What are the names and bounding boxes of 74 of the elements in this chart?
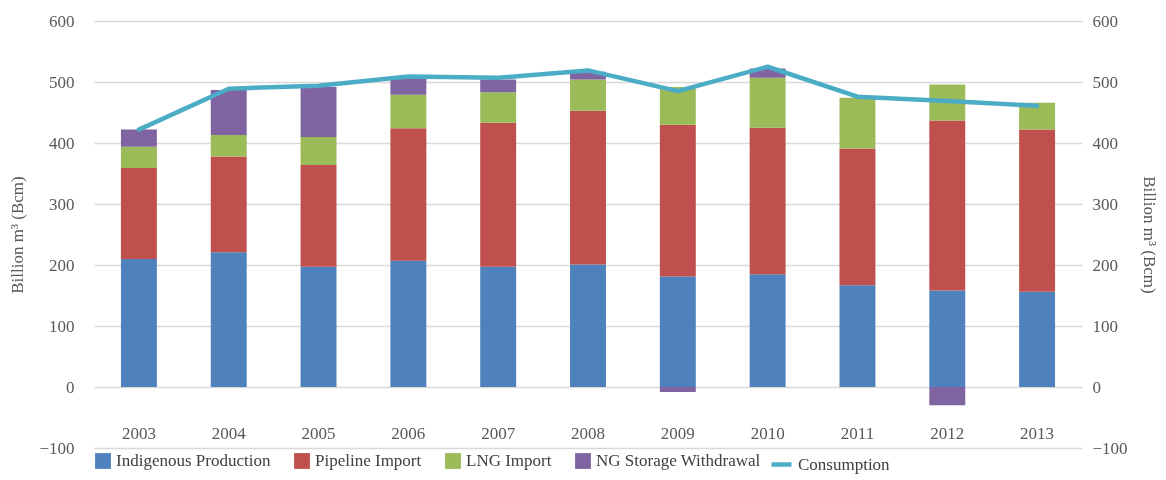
bar	[749, 127, 786, 275]
bar	[120, 168, 157, 259]
y-tick-label: 400	[49, 133, 75, 153]
bar	[659, 124, 696, 277]
y2-tick-label: 400	[1092, 133, 1118, 153]
legend-label: Consumption	[798, 454, 891, 474]
x-tick-label: 2009	[660, 423, 695, 443]
y2-axis-title: Billion m³ (Bcm)	[1139, 176, 1159, 294]
legend-label: LNG Import	[466, 451, 552, 470]
y2-tick-label: 300	[1092, 194, 1118, 214]
x-tick-label: 2011	[840, 423, 875, 443]
x-tick-label: 2008	[571, 423, 605, 443]
y-axis-title: Billion m³ (Bcm)	[8, 176, 28, 294]
bar	[929, 387, 966, 406]
bar	[210, 156, 247, 253]
x-tick-label: 2012	[930, 423, 965, 443]
y-tick-label: 300	[49, 194, 75, 214]
bar	[929, 290, 966, 387]
bar	[480, 122, 517, 267]
y2-tick-label: −100	[1092, 438, 1128, 458]
x-tick-label: 2013	[1020, 423, 1055, 443]
x-tick-label: 2004	[211, 423, 247, 443]
bar	[300, 136, 337, 165]
x-tick-label: 2010	[750, 423, 785, 443]
bar	[210, 135, 247, 157]
bar	[120, 129, 157, 147]
bar	[390, 260, 427, 387]
legend-label: NG Storage Withdrawal	[596, 451, 761, 470]
bar	[120, 258, 157, 387]
bar	[210, 89, 247, 136]
bar	[300, 266, 337, 387]
bar	[210, 252, 247, 387]
y-tick-label: 100	[49, 316, 75, 336]
bar	[1019, 291, 1056, 387]
bar	[480, 266, 517, 387]
y2-tick-label: 600	[1092, 11, 1118, 31]
bar	[839, 97, 876, 149]
bar	[570, 79, 606, 111]
bar	[570, 264, 606, 387]
y-tick-label: 500	[49, 72, 75, 92]
y-tick-label: −100	[39, 438, 75, 458]
bar	[300, 164, 337, 267]
legend-label: Indigenous Production	[116, 451, 271, 470]
bar	[1019, 129, 1056, 292]
line-series	[136, 64, 1040, 132]
bar	[480, 79, 517, 93]
bar	[749, 274, 786, 387]
bar	[390, 128, 427, 261]
bar	[659, 387, 696, 392]
y-tick-label: 600	[49, 11, 75, 31]
bar	[300, 86, 337, 137]
legend-label: Pipeline Import	[315, 451, 422, 470]
bar	[390, 78, 427, 95]
bar	[839, 148, 876, 286]
x-tick-label: 2005	[301, 423, 336, 443]
bar	[929, 120, 966, 291]
x-tick-label: 2003	[121, 423, 156, 443]
bar	[120, 146, 157, 169]
y-tick-label: 200	[49, 255, 75, 275]
bar	[570, 110, 606, 265]
bar	[749, 77, 786, 128]
bar	[1019, 102, 1056, 130]
bar	[480, 92, 517, 123]
x-tick-label: 2007	[481, 423, 516, 443]
bar	[659, 276, 696, 387]
y2-tick-label: 100	[1092, 316, 1118, 336]
y2-tick-label: 0	[1092, 377, 1101, 397]
bar	[390, 94, 427, 129]
y2-tick-label: 500	[1092, 72, 1118, 92]
bar	[839, 285, 876, 387]
x-tick-label: 2006	[391, 423, 426, 443]
y2-tick-label: 200	[1092, 255, 1118, 275]
y-tick-label: 0	[66, 377, 75, 397]
bar	[659, 86, 696, 125]
